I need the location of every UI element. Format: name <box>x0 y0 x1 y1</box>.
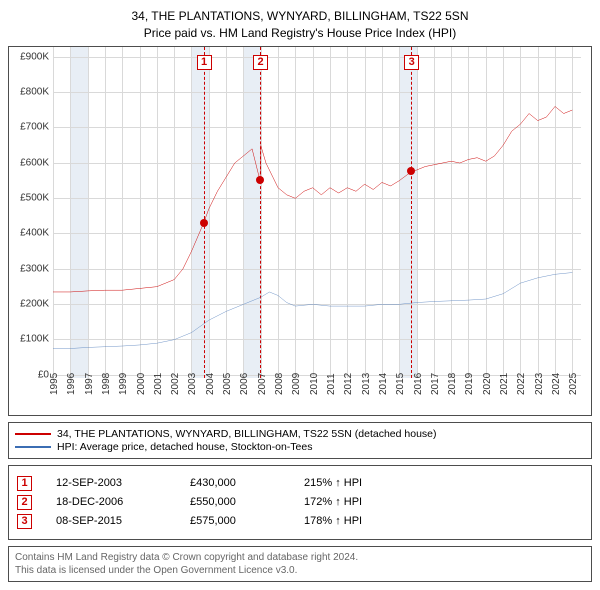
x-axis-label: 2011 <box>326 373 337 395</box>
y-axis-label: £500K <box>20 192 53 203</box>
event-marker: 1 <box>197 55 212 70</box>
x-axis-label: 2017 <box>430 372 441 394</box>
event-date: 12-SEP-2003 <box>56 477 166 489</box>
y-axis-label: £300K <box>20 263 53 274</box>
x-axis-label: 2015 <box>395 372 406 394</box>
event-row: 1 12-SEP-2003 £430,000 215% ↑ HPI <box>17 476 583 491</box>
legend-swatch <box>15 446 51 448</box>
x-axis-label: 2003 <box>187 372 198 394</box>
x-axis-label: 2020 <box>482 372 493 394</box>
legend-label: 34, THE PLANTATIONS, WYNYARD, BILLINGHAM… <box>57 428 437 440</box>
y-axis-label: £100K <box>20 334 53 345</box>
title-line1: 34, THE PLANTATIONS, WYNYARD, BILLINGHAM… <box>8 8 592 25</box>
event-marker: 2 <box>253 55 268 70</box>
x-axis-label: 2019 <box>464 372 475 394</box>
x-axis-label: 2023 <box>534 372 545 394</box>
event-price: £430,000 <box>190 477 280 489</box>
x-axis-label: 2012 <box>343 372 354 394</box>
y-axis-label: £600K <box>20 157 53 168</box>
x-axis-label: 2006 <box>239 372 250 394</box>
sale-point <box>407 167 415 175</box>
legend: 34, THE PLANTATIONS, WYNYARD, BILLINGHAM… <box>8 422 592 459</box>
x-axis-label: 2025 <box>568 372 579 394</box>
x-axis-label: 1999 <box>118 372 129 394</box>
x-axis-label: 2024 <box>551 372 562 394</box>
event-pct: 178% ↑ HPI <box>304 515 362 527</box>
chart-area: £0£100K£200K£300K£400K£500K£600K£700K£80… <box>8 46 592 416</box>
event-marker: 3 <box>404 55 419 70</box>
y-axis-label: £700K <box>20 122 53 133</box>
chart-title: 34, THE PLANTATIONS, WYNYARD, BILLINGHAM… <box>8 8 592 42</box>
title-line2: Price paid vs. HM Land Registry's House … <box>8 25 592 42</box>
event-price: £575,000 <box>190 515 280 527</box>
series-hpi <box>53 272 572 348</box>
x-axis-label: 2004 <box>205 372 216 394</box>
x-axis-label: 1995 <box>49 372 60 394</box>
line-series <box>53 57 581 375</box>
x-axis-label: 2010 <box>309 372 320 394</box>
event-row: 3 08-SEP-2015 £575,000 178% ↑ HPI <box>17 514 583 529</box>
x-axis-label: 2021 <box>499 372 510 394</box>
sale-point <box>200 219 208 227</box>
event-pct: 215% ↑ HPI <box>304 477 362 489</box>
event-date: 08-SEP-2015 <box>56 515 166 527</box>
x-axis-label: 2007 <box>257 372 268 394</box>
event-price: £550,000 <box>190 496 280 508</box>
y-axis-label: £200K <box>20 298 53 309</box>
event-row: 2 18-DEC-2006 £550,000 172% ↑ HPI <box>17 495 583 510</box>
events-table: 1 12-SEP-2003 £430,000 215% ↑ HPI 2 18-DEC-20… <box>8 465 592 540</box>
x-axis-label: 2000 <box>136 372 147 394</box>
event-number: 1 <box>17 476 32 491</box>
event-date: 18-DEC-2006 <box>56 496 166 508</box>
legend-row: HPI: Average price, detached house, Stoc… <box>15 441 585 453</box>
legend-swatch <box>15 433 51 435</box>
event-number: 2 <box>17 495 32 510</box>
x-axis-label: 2016 <box>413 372 424 394</box>
x-axis-label: 1997 <box>84 372 95 394</box>
event-pct: 172% ↑ HPI <box>304 496 362 508</box>
legend-label: HPI: Average price, detached house, Stoc… <box>57 441 312 453</box>
event-number: 3 <box>17 514 32 529</box>
x-axis-label: 2013 <box>361 372 372 394</box>
y-axis-label: £900K <box>20 51 53 62</box>
x-axis-label: 1998 <box>101 372 112 394</box>
y-axis-label: £400K <box>20 228 53 239</box>
x-axis-label: 2001 <box>153 372 164 394</box>
x-axis-label: 2008 <box>274 372 285 394</box>
x-axis-label: 2014 <box>378 372 389 394</box>
legend-row: 34, THE PLANTATIONS, WYNYARD, BILLINGHAM… <box>15 428 585 440</box>
x-axis-label: 2009 <box>291 372 302 394</box>
footer-line2: This data is licensed under the Open Gov… <box>15 564 585 577</box>
attribution: Contains HM Land Registry data © Crown c… <box>8 546 592 582</box>
sale-point <box>256 176 264 184</box>
x-axis-label: 1996 <box>66 372 77 394</box>
series-property <box>53 106 572 292</box>
x-axis-label: 2005 <box>222 372 233 394</box>
footer-line1: Contains HM Land Registry data © Crown c… <box>15 551 585 564</box>
x-axis-label: 2002 <box>170 372 181 394</box>
x-axis-label: 2018 <box>447 372 458 394</box>
x-axis-label: 2022 <box>516 372 527 394</box>
y-axis-label: £800K <box>20 86 53 97</box>
